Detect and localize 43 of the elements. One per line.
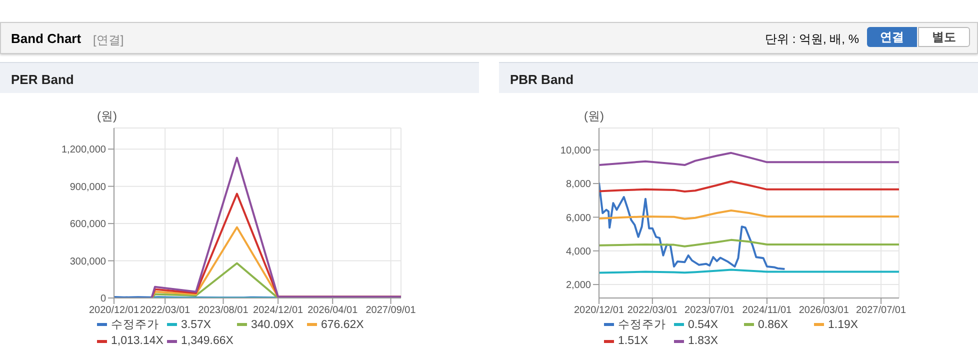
text: 연결 <box>867 27 917 47</box>
chart-title: PER Band <box>11 72 74 87</box>
x-tick-label: 2023/08/01 <box>198 305 249 316</box>
legend-label: 0.54X <box>687 318 720 332</box>
legend-label: 1,349.66X <box>180 335 234 347</box>
x-tick-label: 2026/04/01 <box>308 305 358 316</box>
x-tick-label: 2024/12/01 <box>253 305 304 316</box>
y-tick-label: 6,000 <box>566 212 592 224</box>
legend-label: 3.57X <box>180 318 212 332</box>
legend-label: 1.51X <box>617 335 650 347</box>
legend-label: 1.19X <box>827 318 860 332</box>
y-axis-title: (원) <box>97 108 117 125</box>
y-tick-label: 4,000 <box>566 246 592 258</box>
x-tick-label: 2027/09/01 <box>366 305 416 316</box>
text: [연결] <box>93 32 124 49</box>
y-tick-label: 8,000 <box>566 179 592 190</box>
legend-label: 0.86X <box>757 318 790 332</box>
y-tick-label: 600,000 <box>70 219 106 230</box>
legend-label: 1.83X <box>687 335 720 347</box>
chart-title: PBR Band <box>510 72 574 87</box>
x-tick-label: 2024/11/01 <box>742 305 792 316</box>
legend-label: 340.09X <box>250 318 295 332</box>
x-tick-label: 2023/07/01 <box>684 305 736 316</box>
legend-label: 수정주가 <box>617 318 667 332</box>
legend-label: 676.62X <box>320 318 365 332</box>
x-tick-label: 2026/03/01 <box>798 305 850 316</box>
text: 단위 : 억원, 배, % <box>764 31 859 48</box>
text: Band Chart <box>11 31 82 46</box>
x-tick-label: 2027/07/01 <box>856 305 906 316</box>
y-axis-title: (원) <box>584 108 604 125</box>
y-tick-label: 1,200,000 <box>62 144 106 156</box>
y-tick-label: 2,000 <box>566 280 592 292</box>
y-tick-label: 0 <box>100 294 106 305</box>
y-tick-label: 10,000 <box>560 145 592 156</box>
x-tick-label: 2020/12/01 <box>88 305 140 316</box>
y-tick-label: 300,000 <box>70 256 106 268</box>
x-tick-label: 2022/03/01 <box>140 305 191 316</box>
x-tick-label: 2020/12/01 <box>574 305 624 316</box>
x-tick-label: 2022/03/01 <box>627 305 678 316</box>
y-tick-label: 900,000 <box>70 182 106 193</box>
text: 별도 <box>918 27 970 47</box>
legend-label: 수정주가 <box>110 318 160 332</box>
legend-label: 1,013.14X <box>110 335 164 347</box>
